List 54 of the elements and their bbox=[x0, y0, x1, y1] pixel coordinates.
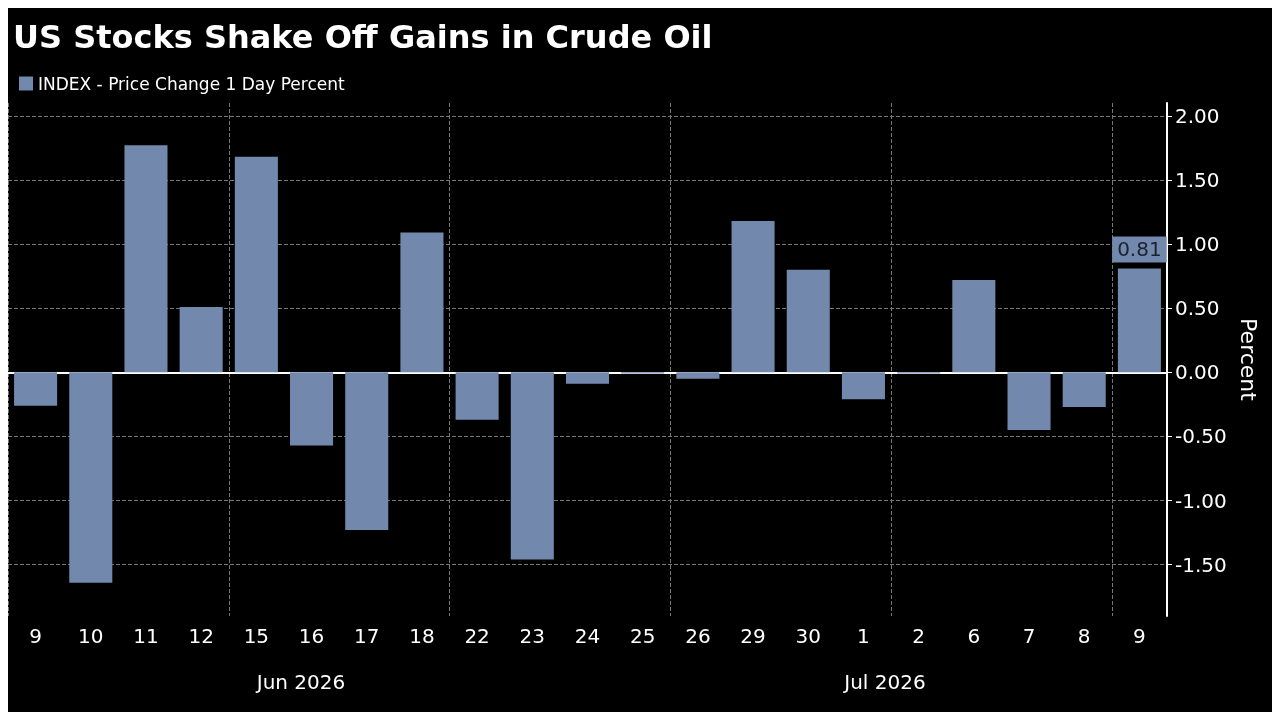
y-tick-label: -0.50 bbox=[1175, 424, 1227, 449]
x-tick-label: 29 bbox=[740, 624, 766, 648]
text: Jul 2026 bbox=[842, 670, 926, 694]
bar bbox=[14, 372, 58, 406]
bar bbox=[345, 372, 389, 531]
y-tick-label: -1.00 bbox=[1175, 488, 1227, 513]
y-tick-label: 0.00 bbox=[1175, 360, 1220, 385]
x-tick-label: 8 bbox=[1077, 624, 1091, 648]
bar bbox=[1007, 372, 1051, 431]
data-label: 0.81 bbox=[1117, 237, 1162, 262]
bar bbox=[565, 372, 610, 384]
y-tick-label: 1.50 bbox=[1175, 167, 1220, 192]
y-tick-label: 0.50 bbox=[1175, 296, 1220, 321]
bar bbox=[124, 145, 168, 373]
bar bbox=[731, 220, 775, 373]
x-tick-label: 18 bbox=[409, 624, 435, 648]
x-tick-label: 30 bbox=[795, 624, 821, 648]
y-tick-label: -1.50 bbox=[1175, 552, 1227, 577]
x-tick-label: 11 bbox=[133, 624, 159, 648]
bar bbox=[510, 372, 554, 560]
bar bbox=[69, 372, 113, 583]
x-tick-label: 17 bbox=[354, 624, 380, 648]
bar bbox=[179, 306, 223, 373]
bar bbox=[234, 156, 278, 373]
x-tick-label: 7 bbox=[1022, 624, 1036, 648]
bar bbox=[841, 372, 885, 400]
bar bbox=[676, 372, 720, 379]
x-tick-label: 22 bbox=[464, 624, 490, 648]
x-tick-label: 12 bbox=[188, 624, 214, 648]
x-tick-label: 2 bbox=[912, 624, 926, 648]
bar bbox=[786, 269, 830, 373]
x-tick-label: 9 bbox=[1133, 624, 1146, 648]
chart-title: US Stocks Shake Off Gains in Crude Oil bbox=[13, 18, 713, 56]
x-tick-label: 1 bbox=[857, 624, 870, 648]
bar bbox=[1117, 268, 1161, 373]
x-tick-label: 26 bbox=[685, 624, 711, 648]
x-tick-label: 23 bbox=[519, 624, 546, 648]
bar bbox=[290, 372, 334, 446]
x-tick-label: 25 bbox=[629, 624, 656, 648]
x-tick-label: 15 bbox=[243, 624, 270, 648]
bar bbox=[1062, 372, 1106, 407]
y-axis-title: Percent bbox=[1236, 318, 1262, 402]
x-tick-label: 10 bbox=[78, 624, 104, 648]
x-tick-label: 6 bbox=[967, 624, 981, 648]
bar bbox=[455, 372, 499, 420]
x-tick-label: 9 bbox=[29, 624, 42, 648]
bar bbox=[400, 232, 444, 373]
bar bbox=[952, 279, 996, 373]
legend-label: INDEX - Price Change 1 Day Percent bbox=[38, 73, 346, 94]
x-tick-label: 16 bbox=[298, 624, 325, 648]
text: Jun 2026 bbox=[254, 670, 346, 694]
y-tick-label: 1.00 bbox=[1175, 232, 1220, 257]
y-tick-label: 2.00 bbox=[1175, 103, 1220, 128]
x-tick-label: 24 bbox=[574, 624, 601, 648]
